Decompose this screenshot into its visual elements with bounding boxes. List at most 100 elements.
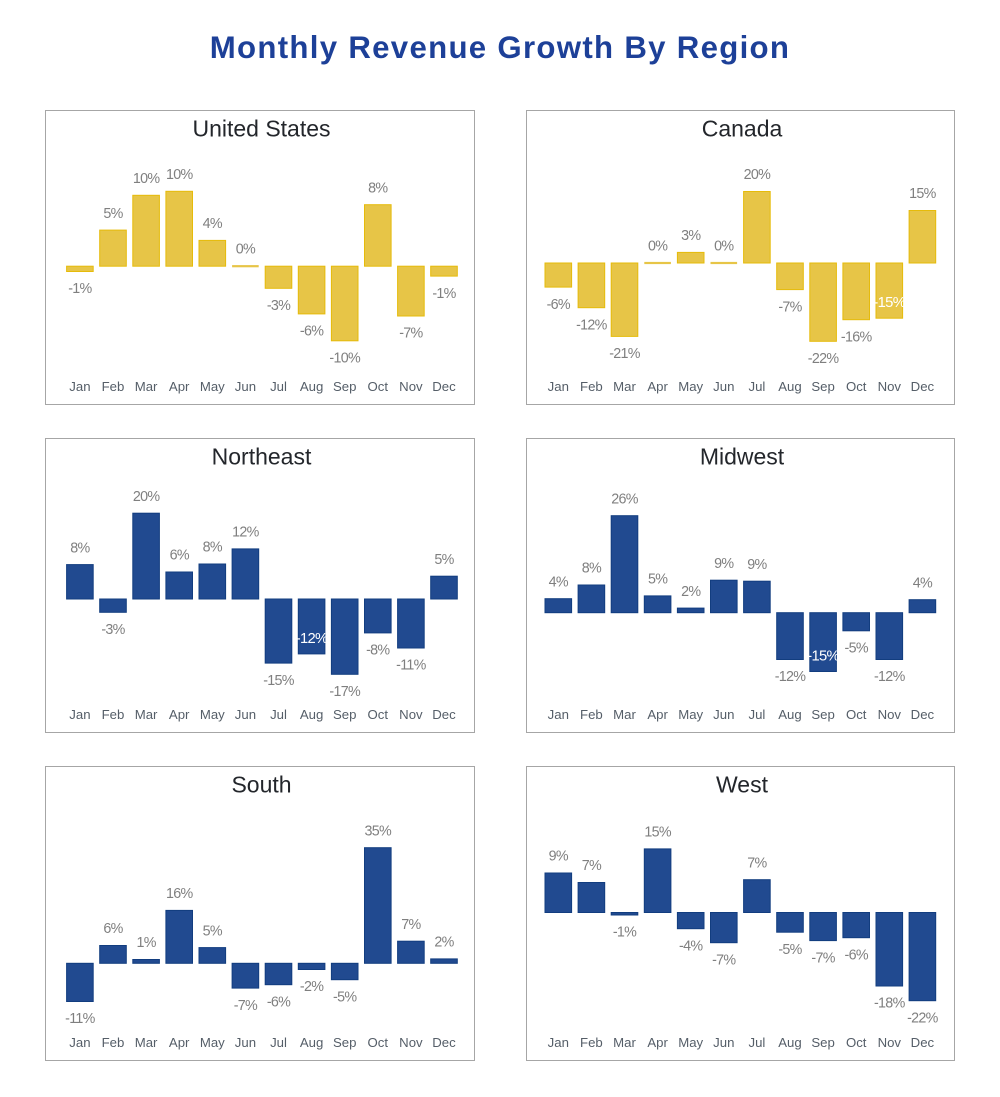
svg-text:Apr: Apr: [647, 379, 668, 394]
svg-text:0%: 0%: [236, 242, 256, 258]
svg-text:Sep: Sep: [811, 379, 834, 394]
svg-text:Mar: Mar: [135, 379, 158, 394]
svg-text:Oct: Oct: [368, 707, 389, 722]
svg-text:Sep: Sep: [811, 707, 834, 722]
svg-text:Feb: Feb: [580, 379, 603, 394]
svg-text:-16%: -16%: [841, 329, 873, 345]
svg-text:Oct: Oct: [846, 379, 867, 394]
svg-text:20%: 20%: [744, 167, 772, 183]
svg-text:15%: 15%: [644, 825, 672, 841]
svg-text:3%: 3%: [681, 228, 701, 244]
svg-text:-3%: -3%: [101, 622, 125, 638]
svg-text:Jan: Jan: [69, 707, 90, 722]
svg-text:-11%: -11%: [396, 658, 427, 674]
svg-text:-5%: -5%: [333, 989, 357, 1005]
svg-text:Canada: Canada: [702, 115, 783, 141]
svg-text:Nov: Nov: [878, 1035, 902, 1050]
svg-text:Feb: Feb: [102, 707, 125, 722]
svg-text:-4%: -4%: [679, 938, 703, 954]
svg-text:Feb: Feb: [580, 707, 603, 722]
svg-text:Nov: Nov: [878, 379, 902, 394]
svg-text:6%: 6%: [170, 548, 190, 564]
svg-text:-15%: -15%: [873, 295, 905, 311]
svg-text:Mar: Mar: [613, 1035, 636, 1050]
svg-text:5%: 5%: [203, 923, 223, 939]
svg-text:Jul: Jul: [748, 379, 765, 394]
svg-text:Jan: Jan: [69, 1035, 90, 1050]
svg-text:Dec: Dec: [432, 1035, 456, 1050]
svg-text:-12%: -12%: [874, 669, 906, 685]
svg-text:Jun: Jun: [235, 1035, 256, 1050]
svg-text:Aug: Aug: [778, 379, 801, 394]
svg-text:May: May: [200, 379, 225, 394]
svg-text:8%: 8%: [368, 180, 388, 196]
svg-text:9%: 9%: [714, 556, 734, 572]
svg-text:9%: 9%: [549, 849, 569, 865]
svg-text:Nov: Nov: [399, 707, 423, 722]
svg-text:May: May: [200, 1035, 225, 1050]
svg-text:Jul: Jul: [748, 1035, 765, 1050]
svg-text:2%: 2%: [434, 935, 454, 951]
svg-text:-21%: -21%: [609, 346, 641, 362]
svg-text:Nov: Nov: [878, 707, 902, 722]
svg-text:0%: 0%: [714, 239, 734, 255]
svg-text:Feb: Feb: [580, 1035, 603, 1050]
svg-text:May: May: [678, 379, 703, 394]
svg-text:12%: 12%: [232, 525, 260, 541]
svg-text:-1%: -1%: [613, 925, 637, 941]
svg-text:Apr: Apr: [169, 707, 190, 722]
svg-text:2%: 2%: [681, 584, 701, 600]
svg-text:-5%: -5%: [778, 942, 802, 958]
svg-text:Nov: Nov: [399, 379, 423, 394]
svg-text:Jul: Jul: [270, 379, 287, 394]
svg-text:Mar: Mar: [135, 707, 158, 722]
svg-text:5%: 5%: [434, 552, 454, 568]
svg-text:35%: 35%: [365, 823, 393, 839]
svg-text:May: May: [678, 707, 703, 722]
svg-text:20%: 20%: [133, 489, 161, 505]
svg-text:Aug: Aug: [778, 1035, 801, 1050]
svg-text:-10%: -10%: [329, 351, 361, 367]
svg-text:Jan: Jan: [548, 707, 569, 722]
svg-text:-8%: -8%: [366, 643, 390, 659]
svg-text:-7%: -7%: [234, 998, 258, 1014]
svg-text:Jul: Jul: [748, 707, 765, 722]
svg-text:10%: 10%: [166, 167, 194, 183]
svg-text:-6%: -6%: [267, 994, 291, 1010]
svg-text:4%: 4%: [203, 216, 223, 232]
svg-text:Apr: Apr: [169, 1035, 190, 1050]
svg-text:-6%: -6%: [547, 297, 571, 313]
svg-text:Aug: Aug: [300, 1035, 323, 1050]
svg-text:Oct: Oct: [846, 707, 867, 722]
svg-text:Aug: Aug: [300, 379, 323, 394]
svg-text:May: May: [678, 1035, 703, 1050]
svg-text:Mar: Mar: [613, 379, 636, 394]
svg-text:Apr: Apr: [647, 1035, 668, 1050]
svg-text:1%: 1%: [136, 935, 156, 951]
svg-text:4%: 4%: [913, 575, 933, 591]
svg-text:5%: 5%: [648, 572, 668, 588]
svg-text:Jan: Jan: [69, 379, 90, 394]
svg-text:-1%: -1%: [432, 286, 456, 302]
svg-text:Jun: Jun: [235, 707, 256, 722]
svg-text:Sep: Sep: [333, 379, 356, 394]
svg-text:16%: 16%: [166, 886, 194, 902]
svg-text:10%: 10%: [133, 171, 161, 187]
svg-text:-17%: -17%: [329, 684, 361, 700]
svg-text:7%: 7%: [747, 855, 767, 871]
svg-text:Dec: Dec: [911, 1035, 935, 1050]
svg-text:7%: 7%: [582, 858, 602, 874]
svg-text:-7%: -7%: [811, 950, 835, 966]
svg-text:7%: 7%: [401, 917, 421, 933]
svg-text:8%: 8%: [582, 561, 602, 577]
svg-text:Jun: Jun: [713, 379, 734, 394]
svg-text:-6%: -6%: [845, 947, 869, 963]
svg-text:Dec: Dec: [432, 379, 456, 394]
svg-text:Jun: Jun: [713, 707, 734, 722]
svg-text:Feb: Feb: [102, 1035, 125, 1050]
svg-text:Oct: Oct: [368, 1035, 389, 1050]
svg-text:Nov: Nov: [399, 1035, 423, 1050]
svg-text:Jan: Jan: [548, 1035, 569, 1050]
svg-text:Apr: Apr: [169, 379, 190, 394]
svg-text:Midwest: Midwest: [700, 443, 785, 469]
